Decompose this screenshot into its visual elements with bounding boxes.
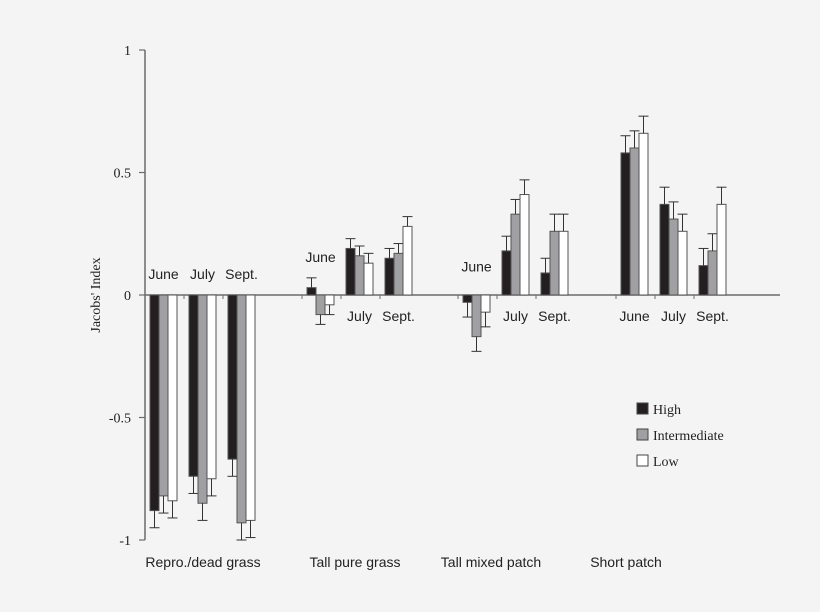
bar-Repro./dead grass-June-Low	[167, 294, 178, 502]
bar-Short patch-Sept.-Intermediate	[707, 250, 718, 296]
bar-Short patch-July-Low	[677, 230, 688, 296]
bar-Short patch-Sept.-Low	[716, 203, 727, 296]
bar-Short patch-June-Low	[638, 132, 649, 296]
month-label: July	[190, 266, 215, 282]
category-label: Tall pure grass	[309, 554, 400, 570]
bar-Short patch-July-Intermediate	[668, 218, 679, 296]
bar-Tall pure grass-June-Low	[324, 294, 335, 306]
month-label: Sept.	[696, 308, 729, 324]
legend-label: High	[653, 403, 681, 418]
month-label: Sept.	[382, 308, 415, 324]
bar-Tall mixed patch-Sept.-Low	[558, 230, 569, 296]
month-label: July	[661, 308, 686, 324]
category-label: Short patch	[590, 554, 662, 570]
month-label: June	[148, 266, 179, 282]
month-label: June	[619, 308, 650, 324]
legend-swatch-intermediate	[636, 428, 649, 441]
bar-Tall pure grass-Sept.-High	[384, 257, 395, 296]
bar-Tall mixed patch-June-Intermediate	[471, 294, 482, 338]
bar-Repro./dead grass-July-Low	[206, 294, 217, 480]
bar-Tall mixed patch-July-Low	[519, 194, 530, 296]
bar-Repro./dead grass-Sept.-High	[227, 294, 238, 460]
month-label: July	[347, 308, 372, 324]
month-label: June	[461, 259, 492, 275]
bar-Short patch-July-High	[659, 203, 670, 296]
bar-Short patch-Sept.-High	[698, 265, 709, 296]
y-tick-label: -1	[119, 534, 131, 549]
legend-label: Intermediate	[653, 429, 724, 444]
bar-Tall pure grass-July-Intermediate	[354, 255, 365, 296]
category-label: Tall mixed patch	[441, 554, 541, 570]
bar-Tall pure grass-Sept.-Low	[402, 225, 413, 296]
category-label: Repro./dead grass	[145, 554, 260, 570]
bar-Repro./dead grass-July-High	[188, 294, 199, 477]
bar-Repro./dead grass-Sept.-Intermediate	[236, 294, 247, 524]
bar-Tall mixed patch-June-Low	[480, 294, 491, 313]
month-label: Sept.	[538, 308, 571, 324]
bar-Short patch-June-Intermediate	[629, 147, 640, 296]
month-label: July	[503, 308, 528, 324]
bar-Tall mixed patch-July-High	[501, 250, 512, 296]
y-tick-label: 1	[124, 44, 131, 59]
y-tick-label: 0.5	[114, 167, 132, 182]
bar-Tall pure grass-July-Low	[363, 262, 374, 296]
bar-Repro./dead grass-June-Intermediate	[158, 294, 169, 497]
y-tick-label: -0.5	[109, 412, 131, 427]
bar-Repro./dead grass-June-High	[149, 294, 160, 512]
bar-Repro./dead grass-July-Intermediate	[197, 294, 208, 504]
legend-swatch-high	[636, 402, 649, 415]
bar-Tall pure grass-June-High	[306, 287, 317, 296]
bar-Tall mixed patch-Sept.-High	[540, 272, 551, 296]
bar-Short patch-June-High	[620, 152, 631, 296]
month-label: June	[305, 249, 336, 265]
legend-swatch-low	[636, 454, 649, 467]
y-axis-label: Jacobs' Index	[89, 257, 104, 332]
bar-Tall mixed patch-Sept.-Intermediate	[549, 230, 560, 296]
bar-Tall mixed patch-June-High	[462, 294, 473, 303]
bar-Tall pure grass-July-High	[345, 247, 356, 296]
bar-Tall mixed patch-July-Intermediate	[510, 213, 521, 296]
bar-Tall pure grass-June-Intermediate	[315, 294, 326, 316]
bar-Repro./dead grass-Sept.-Low	[245, 294, 256, 521]
bar-Tall pure grass-Sept.-Intermediate	[393, 252, 404, 296]
month-label: Sept.	[225, 266, 258, 282]
y-tick-label: 0	[124, 289, 131, 304]
legend-label: Low	[653, 455, 680, 470]
